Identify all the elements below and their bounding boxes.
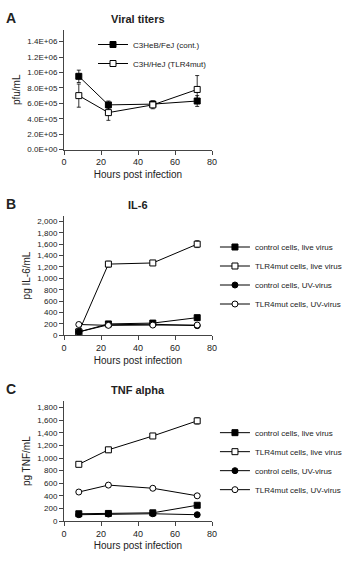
svg-text:400: 400 — [44, 308, 58, 317]
svg-text:1.4E+06: 1.4E+06 — [27, 37, 58, 46]
svg-text:20: 20 — [96, 529, 106, 539]
svg-text:TLR4mut cells, live virus: TLR4mut cells, live virus — [255, 262, 342, 271]
svg-text:pg IL-6/mL: pg IL-6/mL — [21, 251, 32, 299]
svg-text:1,200: 1,200 — [37, 441, 58, 450]
svg-text:80: 80 — [207, 343, 217, 353]
svg-text:TNF alpha: TNF alpha — [111, 384, 165, 396]
svg-text:60: 60 — [170, 157, 180, 167]
svg-text:1,600: 1,600 — [37, 240, 58, 249]
svg-text:IL-6: IL-6 — [128, 199, 148, 211]
svg-text:1.0E+06: 1.0E+06 — [27, 68, 58, 77]
svg-text:TLR4mut cells, live virus: TLR4mut cells, live virus — [255, 448, 342, 457]
svg-text:Hours post infection: Hours post infection — [94, 540, 182, 551]
svg-text:A: A — [6, 10, 16, 26]
svg-text:800: 800 — [44, 466, 58, 475]
svg-text:control cells, live virus: control cells, live virus — [255, 243, 333, 252]
svg-text:600: 600 — [44, 297, 58, 306]
svg-text:0: 0 — [53, 517, 58, 526]
svg-text:Hours post infection: Hours post infection — [94, 355, 182, 366]
svg-text:pg TNF/mL: pg TNF/mL — [21, 436, 32, 486]
svg-text:4.0E+05: 4.0E+05 — [27, 115, 58, 124]
svg-text:0: 0 — [61, 529, 66, 539]
svg-text:200: 200 — [44, 320, 58, 329]
svg-text:Hours post infection: Hours post infection — [94, 169, 182, 180]
svg-text:B: B — [6, 196, 16, 212]
svg-text:80: 80 — [207, 157, 217, 167]
svg-text:pfu/mL: pfu/mL — [11, 74, 22, 105]
svg-text:1,800: 1,800 — [37, 229, 58, 238]
svg-text:400: 400 — [44, 492, 58, 501]
svg-text:2,000: 2,000 — [37, 217, 58, 226]
svg-text:C3H/HeJ (TLR4mut): C3H/HeJ (TLR4mut) — [133, 60, 206, 69]
svg-text:6.0E+05: 6.0E+05 — [27, 99, 58, 108]
svg-text:control cells, UV-virus: control cells, UV-virus — [255, 467, 332, 476]
svg-text:60: 60 — [170, 343, 180, 353]
svg-text:1,400: 1,400 — [37, 429, 58, 438]
svg-text:40: 40 — [133, 343, 143, 353]
svg-text:600: 600 — [44, 479, 58, 488]
svg-text:control cells, live virus: control cells, live virus — [255, 429, 333, 438]
svg-text:TLR4mut cells, UV-virus: TLR4mut cells, UV-virus — [255, 300, 341, 309]
svg-text:800: 800 — [44, 286, 58, 295]
svg-text:40: 40 — [133, 157, 143, 167]
svg-text:20: 20 — [96, 157, 106, 167]
svg-text:control cells, UV-virus: control cells, UV-virus — [255, 281, 332, 290]
svg-text:1,000: 1,000 — [37, 274, 58, 283]
svg-text:1,800: 1,800 — [37, 403, 58, 412]
svg-text:Viral titers: Viral titers — [111, 13, 165, 25]
svg-text:1,000: 1,000 — [37, 454, 58, 463]
svg-text:200: 200 — [44, 504, 58, 513]
svg-text:8.0E+05: 8.0E+05 — [27, 84, 58, 93]
svg-text:1.2E+06: 1.2E+06 — [27, 53, 58, 62]
svg-text:80: 80 — [207, 529, 217, 539]
svg-text:0: 0 — [53, 331, 58, 340]
svg-text:20: 20 — [96, 343, 106, 353]
svg-text:0.0E+00: 0.0E+00 — [27, 145, 58, 154]
svg-text:C: C — [6, 381, 16, 397]
svg-text:60: 60 — [170, 529, 180, 539]
svg-text:TLR4mut cells, UV-virus: TLR4mut cells, UV-virus — [255, 486, 341, 495]
svg-text:0: 0 — [61, 157, 66, 167]
svg-text:1,600: 1,600 — [37, 416, 58, 425]
svg-text:C3HeB/FeJ (cont.): C3HeB/FeJ (cont.) — [133, 41, 200, 50]
svg-text:2.0E+05: 2.0E+05 — [27, 130, 58, 139]
svg-text:40: 40 — [133, 529, 143, 539]
svg-text:1,200: 1,200 — [37, 263, 58, 272]
svg-text:0: 0 — [61, 343, 66, 353]
svg-text:1,400: 1,400 — [37, 251, 58, 260]
